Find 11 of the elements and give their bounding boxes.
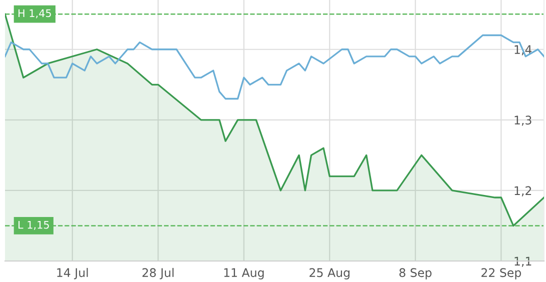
ref-line-label: L 1,15 — [18, 221, 49, 230]
x-tick-label: 8 Sep — [399, 268, 432, 280]
y-tick-label: 1,2 — [514, 186, 532, 196]
x-tick-label: 11 Aug — [224, 268, 264, 280]
x-tick-label: 22 Sep — [481, 268, 521, 280]
x-tick-label: 14 Jul — [57, 268, 88, 280]
ref-line-label: H 1,45 — [18, 9, 51, 18]
x-tick-label: 28 Jul — [142, 268, 174, 280]
y-tick-label: 1,3 — [514, 116, 532, 126]
line-series — [5, 34, 544, 100]
x-tick-label: 25 Aug — [310, 268, 350, 280]
